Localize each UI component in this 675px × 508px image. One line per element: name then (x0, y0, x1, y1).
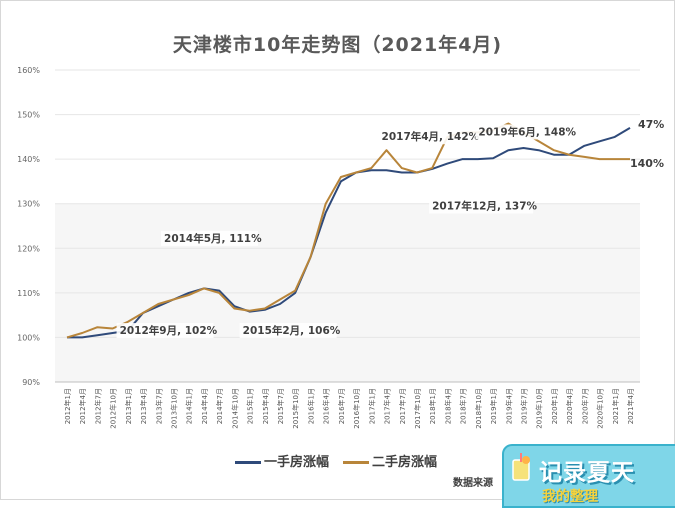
x-tick-label: 2014年4月 (200, 388, 209, 424)
annotation-label: 2017年4月, 142% (382, 130, 480, 143)
annotation-label: 2014年5月, 111% (164, 232, 262, 245)
y-axis: 90% 100% 110% 120% 130% 140% 150% 160% (17, 66, 40, 387)
x-tick-label: 2013年7月 (154, 388, 163, 424)
x-tick-label: 2021年4月 (626, 388, 635, 424)
x-tick-label: 2013年4月 (139, 388, 148, 424)
annotation-box (161, 230, 259, 246)
x-tick-label: 2013年1月 (124, 388, 133, 424)
y-tick-label: 140% (17, 155, 40, 164)
x-tick-label: 2016年4月 (322, 388, 331, 424)
y-tick-label: 120% (17, 244, 40, 253)
y-tick-label: 130% (17, 200, 40, 209)
annotation-box (116, 323, 214, 339)
x-tick-label: 2020年10月 (596, 388, 605, 429)
x-tick-label: 2018年10月 (474, 388, 483, 429)
sticker-subtitle: 我的整理 (542, 489, 598, 505)
x-tick-label: 2016年1月 (306, 388, 315, 424)
x-tick-label: 2020年7月 (580, 388, 589, 424)
x-tick-label: 2013年10月 (170, 388, 179, 429)
juice-cup-icon (512, 453, 530, 481)
x-tick-label: 2017年4月 (383, 388, 392, 424)
annotations: 2012年9月, 102% 2014年5月, 111% 2015年2月, 106% 2… (116, 118, 664, 339)
y-tick-label: 160% (17, 66, 40, 75)
annotation-label: 2015年2月, 106% (243, 324, 341, 337)
legend-swatch-second-hand (343, 461, 369, 464)
x-tick-label: 2019年4月 (504, 388, 513, 424)
x-tick-label: 2014年7月 (215, 388, 224, 424)
x-tick-label: 2021年1月 (611, 388, 620, 424)
x-tick-label: 2012年10月 (109, 388, 118, 429)
chart-title: 天津楼市10年走势图（2021年4月) (172, 34, 503, 56)
data-source-label: 数据来源 (453, 478, 493, 489)
annotation-box (378, 129, 476, 145)
x-tick-label: 2019年7月 (519, 388, 528, 424)
annotation-label: 2019年6月, 148% (478, 125, 576, 138)
x-tick-label: 2015年4月 (261, 388, 270, 424)
x-tick-label: 2015年7月 (276, 388, 285, 424)
y-tick-label: 110% (17, 289, 40, 298)
annotation-label: 2012年9月, 102% (120, 324, 218, 337)
x-tick-label: 2012年7月 (93, 388, 102, 424)
annotation-label: 2017年12月, 137% (432, 200, 537, 213)
legend-label-second-hand: 二手房涨幅 (372, 455, 438, 470)
x-tick-label: 2012年1月 (63, 388, 72, 424)
x-tick-label: 2019年1月 (489, 388, 498, 424)
x-axis: 2012年1月 2012年4月 2012年7月 2012年10月 2013年1月 2013… (55, 381, 640, 429)
x-tick-label: 2017年1月 (367, 388, 376, 424)
x-tick-label: 2015年1月 (246, 388, 255, 424)
x-tick-label: 2016年10月 (352, 388, 361, 429)
y-tick-label: 100% (17, 333, 40, 342)
legend-item-second-hand: 二手房涨幅 (343, 451, 437, 470)
legend-swatch-new (235, 461, 261, 464)
end-label: 140% (630, 157, 664, 170)
x-tick-label: 2020年1月 (550, 388, 559, 424)
annotation-box (429, 198, 534, 214)
annotation-box (239, 322, 337, 338)
x-tick-label: 2018年1月 (428, 388, 437, 424)
series-lines (66, 122, 631, 339)
x-tick-label: 2020年4月 (565, 388, 574, 424)
x-tick-label: 2018年4月 (443, 388, 452, 424)
series-line-0 (67, 127, 631, 339)
end-label: 47% (638, 118, 664, 131)
x-tick-label: 2014年1月 (185, 388, 194, 424)
x-tick-label: 2018年7月 (459, 388, 468, 424)
y-tick-label: 90% (22, 378, 40, 387)
legend-item-new: 一手房涨幅 (235, 451, 329, 470)
annotation-box (475, 124, 573, 140)
x-tick-label: 2019年10月 (535, 388, 544, 429)
series-line-1 (66, 122, 630, 339)
legend-label-new: 一手房涨幅 (264, 455, 330, 470)
x-tick-label: 2016年7月 (337, 388, 346, 424)
x-tick-label: 2015年10月 (291, 388, 300, 429)
x-tick-label: 2017年10月 (413, 388, 422, 429)
sticker-title: 记录夏天 (539, 460, 635, 486)
x-tick-label: 2014年10月 (230, 388, 239, 429)
sticker-badge: 记录夏天 我的整理 (502, 444, 675, 508)
x-tick-label: 2017年7月 (398, 388, 407, 424)
y-tick-label: 150% (17, 111, 40, 120)
x-tick-label: 2012年4月 (78, 388, 87, 424)
